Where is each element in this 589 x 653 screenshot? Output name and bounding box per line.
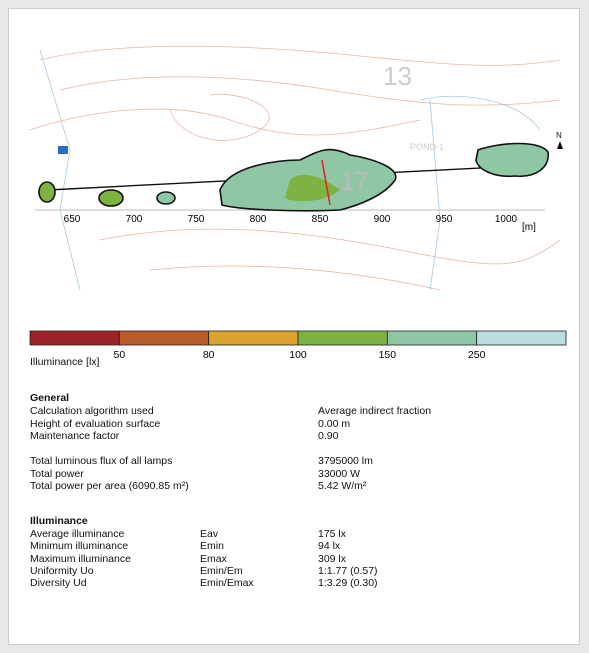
legend-swatch	[297, 330, 388, 346]
north-label: N	[556, 131, 562, 140]
x-unit: [m]	[522, 222, 536, 233]
color-legend: 50 80 100 150 250	[29, 330, 567, 361]
measure-line	[321, 159, 331, 206]
row-value: 0.90	[318, 430, 339, 442]
row-label: Total power per area (6090.85 m²)	[30, 480, 189, 492]
x-label: 650	[64, 214, 81, 225]
row-label: Diversity Ud	[30, 577, 87, 590]
row-symbol: Eav	[200, 528, 219, 540]
x-label: 1000	[495, 214, 518, 225]
blue-contours	[39, 49, 541, 291]
row-symbol: Emin	[200, 540, 224, 553]
legend-tick: 50	[113, 349, 125, 361]
row-symbol: Emin/Em	[200, 564, 243, 577]
row-value: 3795000 lm	[318, 455, 373, 467]
x-label: 700	[126, 214, 143, 225]
row-value: 94 lx	[318, 540, 341, 553]
row-label: Height of evaluation surface	[30, 417, 161, 430]
legend-swatch	[29, 330, 120, 346]
legend-tick: 100	[289, 349, 307, 361]
row-label: Minimum illuminance	[30, 540, 129, 553]
site-map: 13 17 POND-1 N 650 700 750 800 850 900 950 1000…	[29, 45, 563, 291]
legend-title: Illuminance [lx]	[30, 356, 100, 368]
row-symbol: Emin/Emax	[200, 577, 254, 590]
x-label: 950	[436, 214, 453, 225]
row-value: 309 lx	[318, 552, 347, 565]
row-label: Maximum illuminance	[30, 552, 131, 565]
row-value: 1:1.77 (0.57)	[318, 564, 378, 577]
row-value: 0.00 m	[318, 417, 351, 430]
row-label: Maintenance factor	[30, 430, 120, 442]
row-value: 1:3.29 (0.30)	[318, 577, 378, 590]
area-label: 17	[340, 166, 369, 196]
legend-tick: 250	[468, 349, 486, 361]
legend-tick: 80	[203, 349, 215, 361]
row-value: 5.42 W/m²	[318, 480, 367, 492]
row-value: 33000 W	[318, 467, 361, 480]
row-label: Calculation algorithm used	[30, 405, 154, 417]
row-label: Average illuminance	[30, 528, 125, 540]
section-title: Illuminance	[30, 515, 88, 527]
contours	[29, 45, 561, 291]
legend-swatch	[476, 330, 567, 346]
row-value: 175 lx	[318, 528, 347, 540]
x-label: 750	[188, 214, 205, 225]
row-symbol: Emax	[200, 552, 227, 565]
legend-swatch	[118, 330, 210, 346]
north-arrow	[557, 141, 563, 149]
x-label: 900	[374, 214, 391, 225]
row-label: Total power	[30, 467, 84, 480]
area-label: 13	[383, 61, 412, 91]
x-label: 850	[312, 214, 329, 225]
x-axis-labels: 650 700 750 800 850 900 950 1000 [m]	[64, 214, 536, 233]
row-value: Average indirect fraction	[318, 405, 432, 417]
section-title: General	[30, 392, 70, 404]
legend-swatch	[208, 330, 299, 346]
x-label: 800	[250, 214, 267, 225]
report-panel	[8, 8, 580, 645]
row-label: Uniformity Uo	[30, 564, 94, 577]
legend-tick: 150	[379, 349, 397, 361]
pond-label: POND-1	[410, 142, 444, 152]
row-label: Total luminous flux of all lamps	[30, 455, 173, 467]
legend-swatch	[386, 330, 478, 346]
marker	[58, 146, 68, 154]
lit-areas	[38, 142, 549, 212]
